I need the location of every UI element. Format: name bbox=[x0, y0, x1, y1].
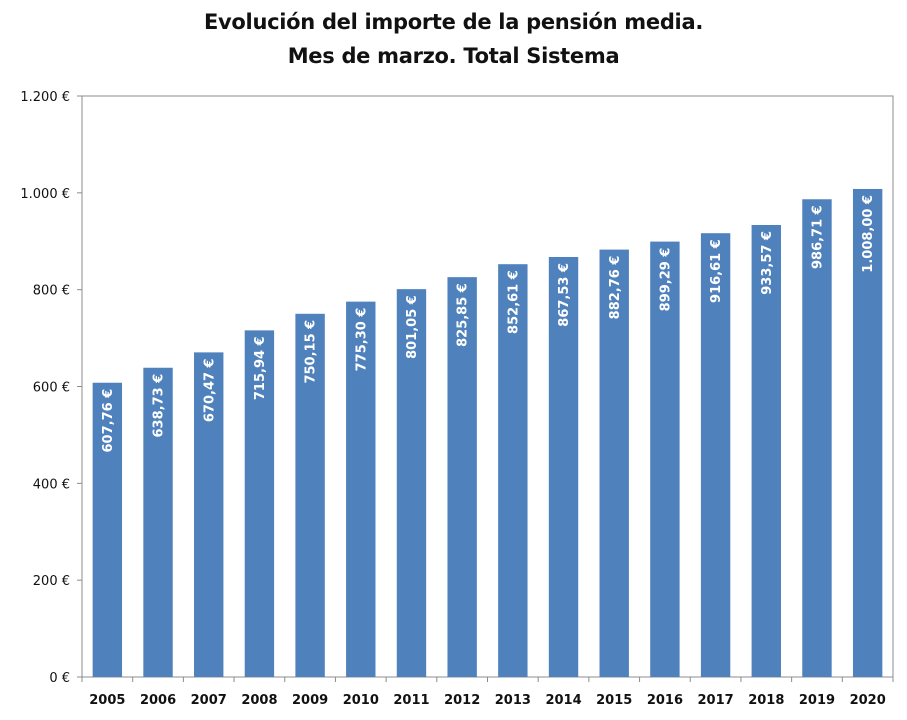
x-tick-label: 2013 bbox=[495, 693, 531, 708]
x-tick-label: 2014 bbox=[545, 693, 581, 708]
bar bbox=[295, 313, 325, 677]
y-tick-label: 0 € bbox=[49, 671, 70, 686]
data-label: 825,85 € bbox=[456, 283, 471, 347]
x-tick-label: 2017 bbox=[698, 693, 734, 708]
bar bbox=[194, 352, 224, 677]
bar bbox=[346, 301, 376, 677]
bar bbox=[650, 241, 680, 678]
bar bbox=[498, 264, 528, 677]
bar bbox=[599, 249, 629, 677]
x-tick-label: 2020 bbox=[850, 693, 886, 708]
bar bbox=[548, 256, 579, 677]
data-label: 933,57 € bbox=[760, 231, 775, 295]
y-tick-label: 800 € bbox=[33, 284, 70, 299]
data-label: 852,61 € bbox=[506, 270, 521, 334]
x-tick-label: 2015 bbox=[596, 693, 632, 708]
y-tick-label: 400 € bbox=[33, 477, 70, 492]
bar bbox=[852, 188, 883, 677]
data-label: 670,47 € bbox=[202, 358, 217, 422]
bar bbox=[244, 330, 275, 677]
data-label: 775,30 € bbox=[354, 308, 369, 372]
data-label: 867,53 € bbox=[557, 263, 572, 327]
data-label: 715,94 € bbox=[253, 336, 268, 400]
bar bbox=[396, 289, 427, 677]
x-tick-label: 2005 bbox=[89, 693, 125, 708]
data-label: 750,15 € bbox=[304, 320, 319, 384]
x-tick-label: 2018 bbox=[748, 693, 784, 708]
bar bbox=[802, 199, 832, 677]
data-label: 899,29 € bbox=[658, 248, 673, 312]
data-label: 916,61 € bbox=[709, 239, 724, 303]
x-tick-label: 2009 bbox=[292, 693, 328, 708]
data-label: 882,76 € bbox=[608, 256, 623, 320]
x-tick-label: 2016 bbox=[647, 693, 683, 708]
data-label: 638,73 € bbox=[152, 374, 167, 438]
bar bbox=[700, 233, 731, 677]
data-label: 1.008,00 € bbox=[861, 195, 876, 273]
data-label: 986,71 € bbox=[811, 205, 826, 269]
y-tick-label: 200 € bbox=[33, 574, 70, 589]
y-tick-label: 1.200 € bbox=[20, 90, 70, 105]
bar bbox=[143, 367, 173, 677]
x-tick-label: 2006 bbox=[140, 693, 176, 708]
data-label: 607,76 € bbox=[101, 389, 116, 453]
chart-subtitle: Mes de marzo. Total Sistema bbox=[287, 44, 620, 68]
bar bbox=[447, 277, 477, 677]
x-tick-label: 2010 bbox=[343, 693, 379, 708]
x-tick-label: 2008 bbox=[241, 693, 277, 708]
x-tick-label: 2007 bbox=[191, 693, 227, 708]
bar bbox=[92, 382, 123, 677]
y-tick-label: 600 € bbox=[33, 381, 70, 396]
x-tick-label: 2019 bbox=[799, 693, 835, 708]
y-tick-label: 1.000 € bbox=[20, 187, 70, 202]
chart-title: Evolución del importe de la pensión medi… bbox=[204, 10, 703, 34]
bar bbox=[751, 224, 781, 677]
data-label: 801,05 € bbox=[405, 295, 420, 359]
x-tick-label: 2012 bbox=[444, 693, 480, 708]
x-tick-label: 2011 bbox=[393, 693, 429, 708]
